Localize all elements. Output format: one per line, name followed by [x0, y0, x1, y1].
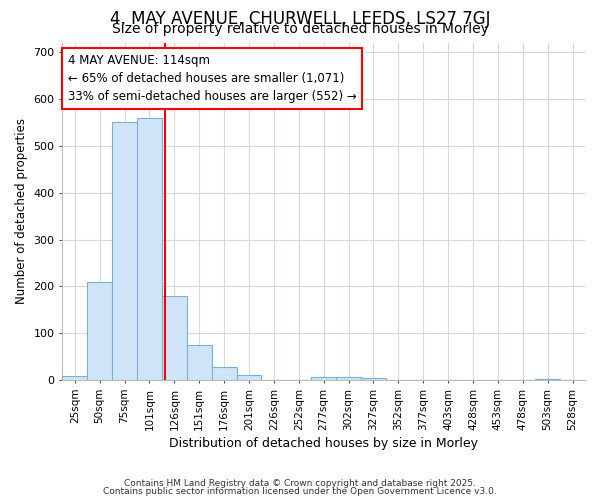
Bar: [187, 345, 212, 380]
Bar: [112, 122, 137, 380]
Bar: [236, 374, 262, 380]
Text: Contains HM Land Registry data © Crown copyright and database right 2025.: Contains HM Land Registry data © Crown c…: [124, 478, 476, 488]
Bar: [162, 296, 187, 380]
Text: 4, MAY AVENUE, CHURWELL, LEEDS, LS27 7GJ: 4, MAY AVENUE, CHURWELL, LEEDS, LS27 7GJ: [110, 10, 490, 28]
Bar: [212, 367, 236, 380]
Bar: [87, 282, 112, 380]
X-axis label: Distribution of detached houses by size in Morley: Distribution of detached houses by size …: [169, 437, 478, 450]
Bar: [137, 118, 162, 380]
Bar: [62, 376, 87, 380]
Bar: [311, 376, 336, 380]
Text: Contains public sector information licensed under the Open Government Licence v3: Contains public sector information licen…: [103, 487, 497, 496]
Text: 4 MAY AVENUE: 114sqm
← 65% of detached houses are smaller (1,071)
33% of semi-de: 4 MAY AVENUE: 114sqm ← 65% of detached h…: [68, 54, 356, 104]
Text: Size of property relative to detached houses in Morley: Size of property relative to detached ho…: [112, 22, 488, 36]
Bar: [336, 376, 361, 380]
Y-axis label: Number of detached properties: Number of detached properties: [15, 118, 28, 304]
Bar: [361, 378, 386, 380]
